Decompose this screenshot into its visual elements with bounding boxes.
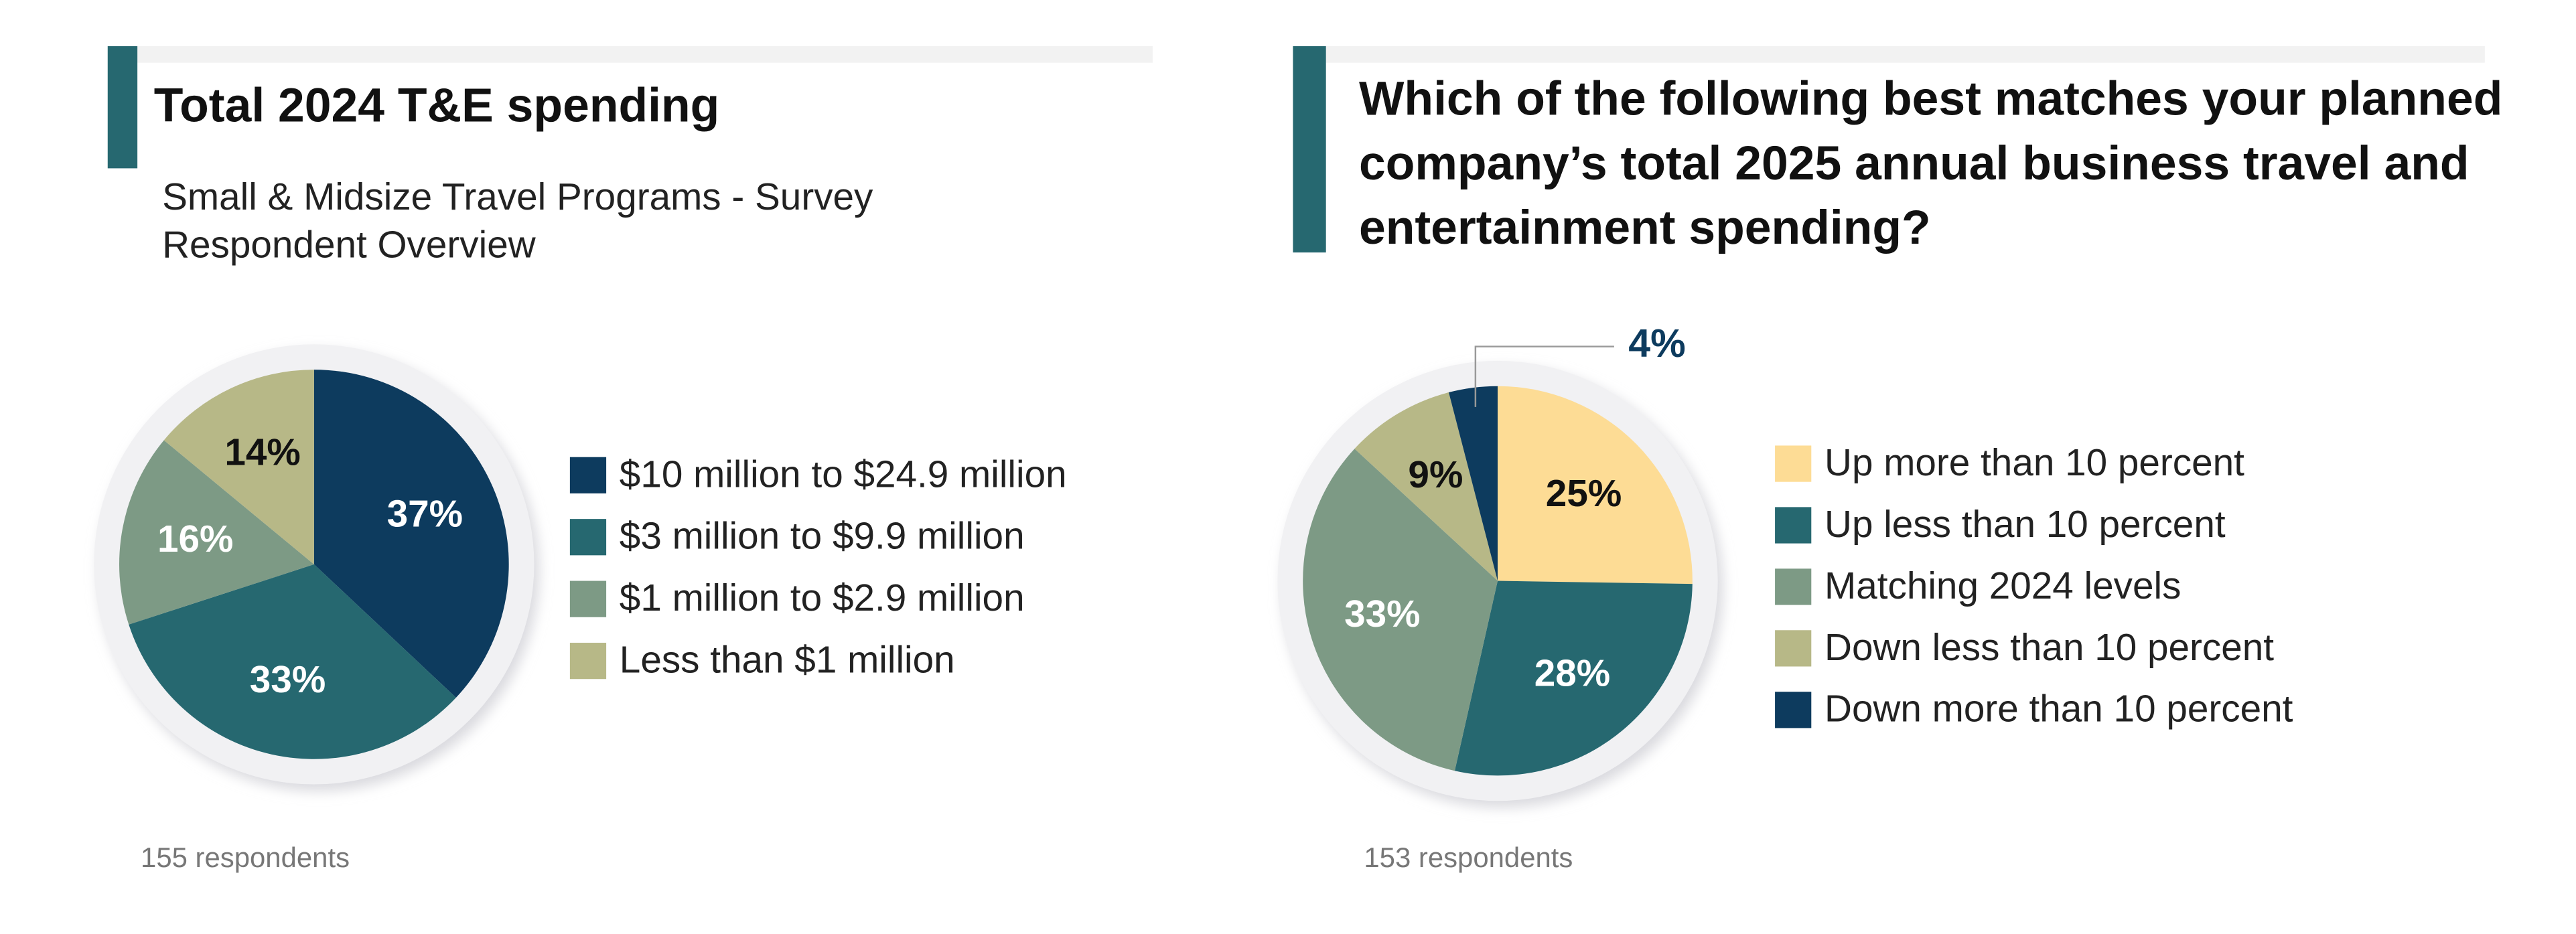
data-label: 37%: [387, 493, 463, 535]
data-label: 9%: [1408, 454, 1463, 496]
pie-slice: [313, 370, 509, 698]
data-label: 16%: [157, 518, 233, 560]
legend-swatch: [1775, 692, 1812, 728]
legend-label: Up more than 10 percent: [1824, 442, 2244, 484]
legend-label: Down more than 10 percent: [1824, 688, 2293, 730]
header-band: [137, 46, 1153, 63]
pie-slice: [1498, 386, 1693, 585]
legend-swatch: [1775, 568, 1812, 605]
legend-label: $10 million to $24.9 million: [620, 453, 1067, 495]
pie-slice: [1303, 449, 1498, 771]
legend-swatch: [1775, 445, 1812, 482]
legend-swatch: [569, 580, 607, 617]
legend-swatch: [569, 642, 607, 680]
legend-label: Up less than 10 percent: [1824, 503, 2226, 546]
data-label: 28%: [1534, 652, 1610, 694]
legend-swatch: [1775, 630, 1812, 667]
leader-line: [1474, 345, 1614, 407]
legend-label: $1 million to $2.9 million: [620, 577, 1025, 619]
pie-slice: [1354, 392, 1498, 581]
legend-label: Matching 2024 levels: [1824, 565, 2181, 607]
legend-label: $3 million to $9.9 million: [620, 516, 1025, 558]
header-accent: [107, 46, 138, 169]
data-label: 25%: [1546, 473, 1622, 515]
legend-label: Down less than 10 percent: [1824, 627, 2274, 669]
legend-swatch: [569, 519, 607, 556]
chart-note: 155 respondents: [141, 842, 350, 873]
pie-slice: [119, 440, 314, 625]
chart-subtitle: Respondent Overview: [162, 224, 536, 266]
chart-title: company’s total 2025 annual business tra…: [1359, 137, 2470, 190]
chart-title: Which of the following best matches your…: [1359, 72, 2502, 126]
legend-swatch: [1775, 507, 1812, 544]
legend-swatch: [569, 457, 607, 493]
data-label: 33%: [1344, 593, 1420, 635]
pie-slice: [129, 564, 456, 759]
chart-subtitle: Small & Midsize Travel Programs - Survey: [162, 176, 873, 218]
header-band: [1326, 46, 2485, 63]
chart-title: entertainment spending?: [1359, 201, 1931, 254]
pie-slice: [1448, 386, 1498, 581]
data-label: 33%: [250, 659, 326, 701]
chart-note: 153 respondents: [1364, 842, 1573, 873]
header-accent: [1293, 46, 1326, 253]
legend-label: Less than $1 million: [620, 639, 955, 682]
data-label: 4%: [1628, 321, 1685, 366]
chart-title: Total 2024 T&E spending: [154, 79, 720, 133]
pie-slice: [1454, 580, 1693, 776]
data-label: 14%: [224, 432, 300, 474]
pie-slice: [163, 370, 314, 564]
